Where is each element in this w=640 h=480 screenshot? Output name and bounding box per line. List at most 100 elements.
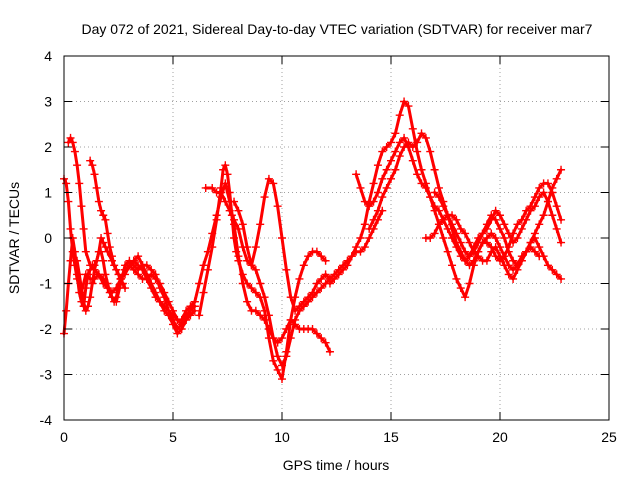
- data-point: [413, 170, 422, 179]
- data-point: [487, 215, 496, 224]
- data-point: [334, 270, 343, 279]
- data-point: [62, 306, 71, 315]
- data-point: [378, 174, 387, 183]
- series-prn-k: [352, 133, 566, 302]
- data-point: [482, 256, 491, 265]
- data-point: [434, 193, 443, 202]
- data-point: [107, 252, 116, 261]
- data-point: [417, 129, 426, 138]
- data-point: [365, 234, 374, 242]
- data-point: [269, 334, 278, 343]
- data-point: [426, 193, 435, 202]
- data-point: [509, 265, 518, 274]
- data-point: [365, 202, 374, 211]
- data-point: [469, 256, 478, 265]
- data-series: [60, 97, 566, 384]
- data-point: [421, 183, 430, 192]
- data-point: [286, 293, 295, 302]
- data-point: [535, 183, 544, 192]
- series-prn-i: [230, 197, 387, 370]
- data-point: [251, 265, 260, 274]
- data-point: [452, 215, 461, 224]
- data-point: [382, 143, 391, 151]
- data-point: [260, 293, 269, 302]
- data-point: [304, 297, 313, 306]
- series-trace: [354, 136, 563, 299]
- data-point: [70, 247, 79, 256]
- data-point: [387, 138, 395, 147]
- data-point: [369, 215, 378, 224]
- data-point: [430, 165, 439, 174]
- series-trace: [66, 136, 197, 326]
- data-point: [360, 220, 369, 229]
- data-point: [504, 229, 513, 238]
- data-point: [557, 238, 566, 247]
- data-point: [269, 356, 278, 365]
- data-point: [103, 229, 112, 238]
- data-point: [256, 220, 265, 229]
- data-point: [474, 247, 483, 256]
- data-point: [251, 288, 260, 297]
- data-point: [317, 252, 326, 261]
- data-point: [522, 215, 531, 224]
- data-point: [134, 270, 143, 279]
- data-point: [147, 279, 156, 288]
- data-point: [99, 256, 108, 265]
- data-point: [430, 188, 439, 197]
- data-point: [312, 247, 321, 256]
- data-point: [317, 274, 326, 283]
- data-point: [448, 261, 457, 270]
- data-point: [526, 243, 535, 252]
- data-point: [317, 284, 326, 293]
- x-tick-label: 15: [383, 429, 399, 445]
- data-point: [395, 138, 404, 147]
- data-point: [360, 197, 369, 206]
- data-point: [434, 183, 443, 192]
- data-point: [513, 220, 522, 229]
- data-point: [465, 261, 474, 270]
- data-point: [535, 252, 544, 261]
- data-point: [75, 270, 84, 279]
- data-point: [522, 247, 531, 256]
- data-point: [73, 161, 82, 170]
- data-point: [208, 243, 217, 252]
- data-point: [90, 265, 99, 274]
- data-point: [97, 247, 106, 256]
- data-point: [404, 138, 413, 147]
- data-point: [482, 224, 491, 233]
- data-point: [456, 224, 465, 233]
- y-tick-label: 0: [44, 230, 52, 246]
- data-point: [408, 124, 417, 133]
- data-point: [169, 320, 177, 329]
- data-point: [125, 261, 134, 270]
- data-point: [243, 297, 252, 306]
- data-point: [426, 147, 435, 156]
- data-point: [321, 256, 330, 265]
- data-point: [391, 129, 400, 138]
- data-point: [234, 256, 243, 265]
- y-tick-label: -1: [40, 276, 53, 292]
- y-tick-label: -4: [40, 412, 53, 428]
- data-point: [482, 234, 491, 242]
- data-point: [221, 197, 230, 206]
- data-point: [321, 270, 330, 279]
- data-point: [195, 311, 204, 320]
- data-point: [408, 156, 417, 165]
- data-point: [513, 261, 522, 270]
- data-point: [230, 197, 239, 206]
- series-prn-m: [421, 211, 566, 283]
- data-point: [112, 293, 121, 302]
- data-point: [360, 243, 369, 252]
- data-point: [509, 274, 518, 283]
- data-point: [539, 211, 548, 220]
- y-tick-label: -3: [40, 367, 53, 383]
- data-point: [247, 284, 256, 293]
- data-point: [543, 179, 552, 188]
- data-point: [439, 234, 448, 242]
- data-point: [110, 261, 119, 270]
- data-point: [223, 170, 232, 179]
- data-point: [208, 183, 217, 192]
- chart-title: Day 072 of 2021, Sidereal Day-to-day VTE…: [82, 21, 593, 37]
- data-point: [548, 188, 557, 197]
